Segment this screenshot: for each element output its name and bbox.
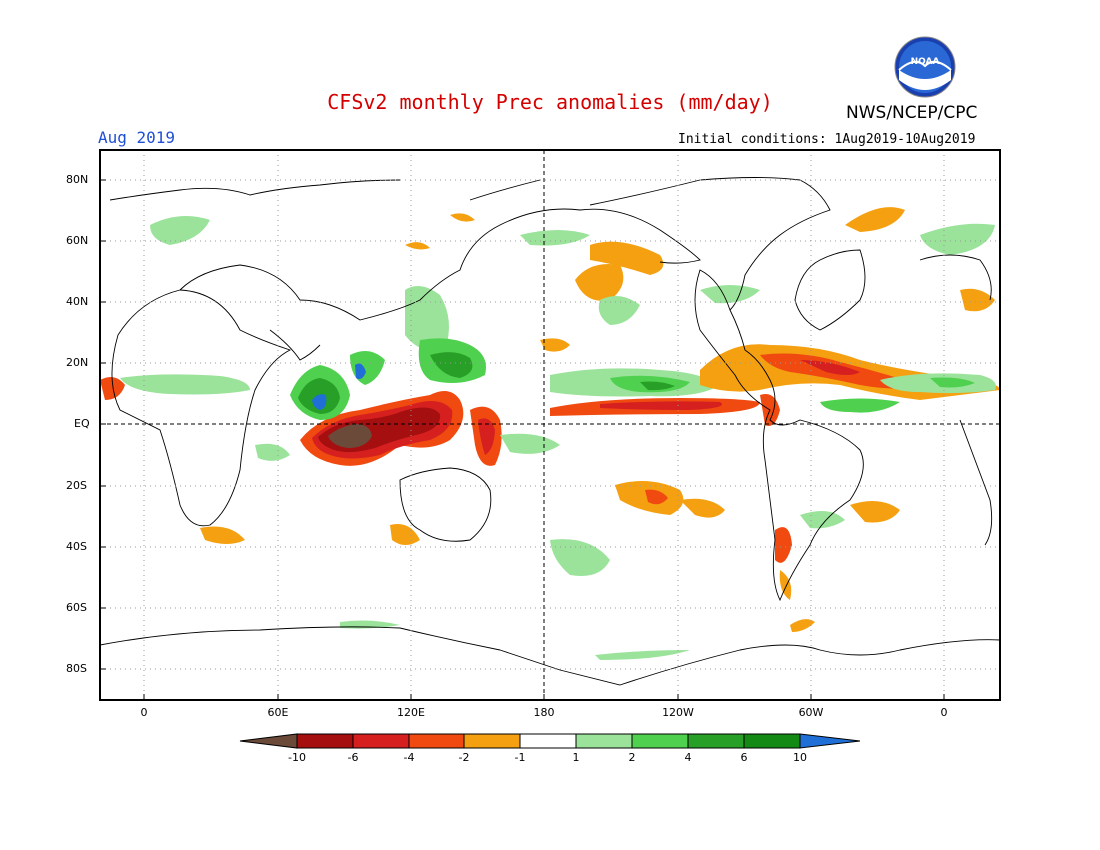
lon-label: 0 [940, 706, 948, 719]
lon-label: 120W [662, 706, 694, 719]
colorbar-bin [799, 733, 861, 749]
colorbar-bin [687, 733, 745, 749]
colorbar-label: -2 [458, 751, 470, 764]
lon-label: 120E [397, 706, 425, 719]
agency-label: NWS/NCEP/CPC [846, 103, 978, 123]
lon-label: 0 [140, 706, 148, 719]
colorbar-bin [463, 733, 521, 749]
colorbar-bin [296, 733, 354, 749]
lon-label: 180 [533, 706, 555, 719]
lat-label: 20S [66, 479, 87, 492]
colorbar-label: -6 [347, 751, 359, 764]
initial-conditions-label: Initial conditions: 1Aug2019-10Aug2019 [678, 132, 976, 147]
colorbar-label: 4 [684, 751, 692, 764]
lat-label: 60N [66, 234, 89, 247]
map-title: CFSv2 monthly Prec anomalies (mm/day) [327, 90, 773, 114]
colorbar-label: 6 [740, 751, 748, 764]
colorbar-bin [631, 733, 689, 749]
colorbar-bin [352, 733, 410, 749]
month-label: Aug 2019 [98, 128, 176, 147]
colorbar-label: 1 [572, 751, 580, 764]
lat-label: 80S [66, 662, 87, 675]
graticule [100, 150, 1000, 700]
coastlines [100, 177, 1000, 686]
colorbar-bin [408, 733, 465, 749]
lat-label: 20N [66, 356, 89, 369]
lat-label: EQ [74, 417, 90, 430]
lon-label: 60W [798, 706, 824, 719]
colorbar-label: -1 [514, 751, 526, 764]
colorbar-bin [239, 733, 298, 749]
colorbar [239, 733, 861, 749]
colorbar-label: -4 [403, 751, 415, 764]
anomaly-fields [100, 207, 1000, 660]
lat-label: 60S [66, 601, 87, 614]
colorbar-label: 2 [628, 751, 636, 764]
colorbar-bin [575, 733, 633, 749]
lon-label: 60E [267, 706, 289, 719]
lat-label: 40S [66, 540, 87, 553]
map-frame [99, 149, 1001, 701]
lat-label: 80N [66, 173, 89, 186]
colorbar-bin [743, 733, 801, 749]
colorbar-label: -10 [288, 751, 306, 764]
axis-ticks [100, 179, 945, 700]
colorbar-label: 10 [793, 751, 807, 764]
lat-label: 40N [66, 295, 89, 308]
colorbar-bin [519, 733, 577, 749]
